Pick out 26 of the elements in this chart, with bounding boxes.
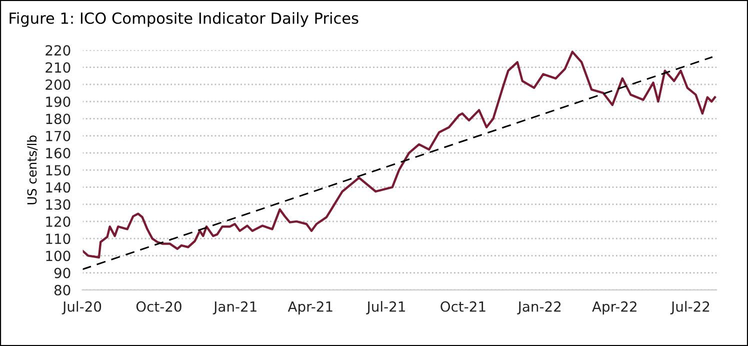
x-tick-label: Jan-22 xyxy=(517,301,561,314)
chart-title: Figure 1: ICO Composite Indicator Daily Prices xyxy=(10,12,358,27)
x-tick-label: Apr-22 xyxy=(592,301,636,314)
y-tick-label: 210 xyxy=(46,62,70,73)
y-tick-label: 80 xyxy=(54,284,70,296)
y-tick-label: 120 xyxy=(46,216,70,227)
y-tick-label: 160 xyxy=(46,148,70,158)
y-tick-label: 100 xyxy=(46,250,70,262)
x-tick-label: Jul-21 xyxy=(366,301,405,314)
y-tick-label: 90 xyxy=(54,268,70,278)
x-tick-label: Jan-21 xyxy=(212,301,256,314)
x-tick-label: Jul-22 xyxy=(670,301,710,314)
y-tick-label: 140 xyxy=(46,182,70,193)
y-axis-title: US cents/lb xyxy=(27,135,38,204)
y-tick-label: 170 xyxy=(46,130,70,142)
x-tick-label: Oct-20 xyxy=(136,301,182,312)
y-tick-label: 180 xyxy=(46,114,70,124)
y-tick-label: 220 xyxy=(46,45,70,56)
y-tick-label: 150 xyxy=(46,165,70,176)
x-tick-label: Oct-21 xyxy=(440,301,486,312)
y-tick-label: 200 xyxy=(46,79,70,90)
y-tick-label: 110 xyxy=(46,234,70,244)
y-tick-label: 190 xyxy=(46,96,70,108)
x-tick-label: Jul-20 xyxy=(62,301,102,314)
x-tick-label: Apr-21 xyxy=(288,301,332,314)
y-tick-label: 130 xyxy=(46,199,70,210)
